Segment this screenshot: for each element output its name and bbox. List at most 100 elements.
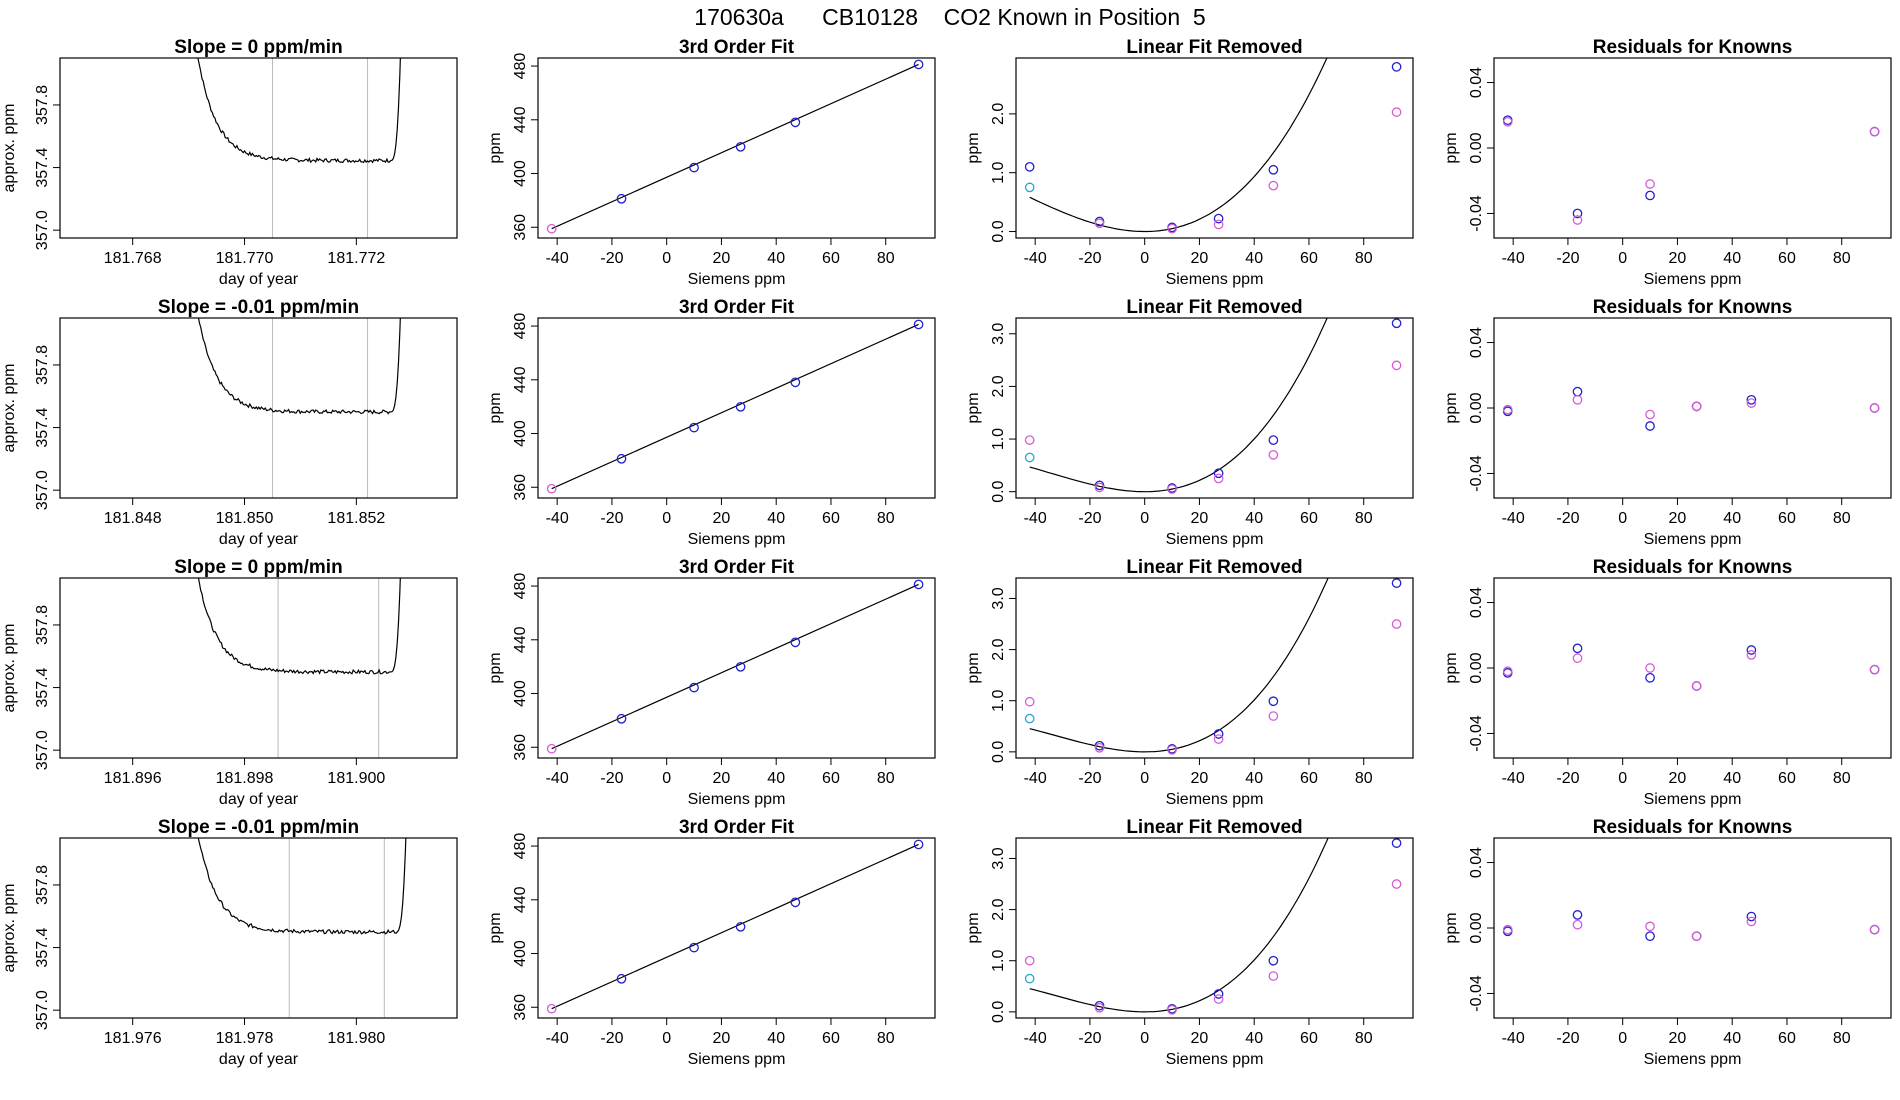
data-point — [689, 682, 699, 693]
y-tick-label: 360 — [512, 214, 529, 241]
y-tick-label: 357.0 — [34, 990, 51, 1030]
x-tick-label: 0 — [1140, 510, 1149, 527]
data-layer — [1024, 318, 1402, 494]
data-layer — [546, 839, 924, 1014]
y-tick-label: 360 — [512, 474, 529, 501]
data-layer — [546, 319, 924, 494]
data-point — [689, 942, 699, 953]
x-axis-label: Siemens ppm — [1644, 1051, 1742, 1068]
data-point — [1094, 742, 1105, 753]
data-point — [1167, 744, 1177, 755]
x-tick-label: -20 — [1556, 1030, 1579, 1047]
x-tick-label: 0 — [662, 1030, 671, 1047]
x-axis-label: Siemens ppm — [1166, 1051, 1264, 1068]
plot-frame — [537, 57, 936, 239]
y-axis-label: ppm — [487, 132, 504, 163]
data-point — [1572, 215, 1583, 225]
plot-frame — [1493, 57, 1892, 239]
data-point — [1024, 973, 1035, 984]
y-tick-label: 357.8 — [34, 865, 51, 905]
x-tick-label: 60 — [1778, 250, 1796, 267]
panel-title: Residuals for Knowns — [1593, 37, 1793, 58]
panel-title: Linear Fit Removed — [1126, 817, 1302, 838]
data-point — [1167, 484, 1177, 494]
x-tick-label: -40 — [546, 770, 569, 787]
y-tick-label: 400 — [512, 940, 529, 967]
data-point — [1746, 394, 1757, 405]
data-point — [1645, 409, 1655, 420]
x-tick-label: 80 — [877, 250, 895, 267]
x-tick-label: 80 — [1833, 250, 1851, 267]
x-tick-label: -40 — [1502, 250, 1525, 267]
panel-title: 3rd Order Fit — [679, 557, 795, 578]
x-tick-label: 181.978 — [216, 1030, 274, 1047]
data-point — [1268, 696, 1279, 707]
x-axis-label: Siemens ppm — [688, 531, 786, 548]
data-point — [1024, 435, 1035, 445]
plot-frame — [537, 317, 936, 499]
x-tick-label: 60 — [1778, 1030, 1796, 1047]
data-point — [1572, 208, 1583, 219]
y-tick-label: 440 — [512, 886, 529, 913]
x-axis-label: day of year — [219, 1051, 299, 1068]
x-axis-label: day of year — [219, 791, 299, 808]
data-point — [1391, 107, 1402, 117]
chart-panel-2-4: Residuals for Knowns Siemens ppm ppm -40 -20… — [1443, 297, 1892, 548]
fit-line — [551, 843, 919, 1010]
x-axis-label: Siemens ppm — [1644, 271, 1742, 288]
panel-title: Linear Fit Removed — [1126, 297, 1302, 318]
y-tick-label: 440 — [512, 626, 529, 653]
data-point — [1645, 672, 1655, 683]
x-tick-label: 181.772 — [327, 250, 385, 267]
data-point — [1213, 989, 1224, 999]
y-axis-label: ppm — [1443, 392, 1460, 423]
data-point — [1094, 482, 1105, 493]
data-point — [1024, 161, 1035, 172]
x-tick-label: 20 — [1191, 510, 1209, 527]
y-tick-label: 357.0 — [34, 210, 51, 250]
x-tick-label: 181.848 — [104, 510, 162, 527]
x-tick-label: -40 — [1024, 1030, 1047, 1047]
x-tick-label: 80 — [1833, 770, 1851, 787]
y-tick-label: 0.00 — [1468, 132, 1485, 163]
x-tick-label: 181.898 — [216, 770, 274, 787]
x-tick-label: -20 — [1078, 250, 1101, 267]
x-tick-label: 80 — [877, 510, 895, 527]
data-layer — [1024, 838, 1402, 1015]
x-tick-label: 0 — [1618, 250, 1627, 267]
y-tick-label: 0.00 — [1468, 652, 1485, 683]
y-tick-label: 357.4 — [34, 927, 51, 967]
x-tick-label: -40 — [1024, 510, 1047, 527]
x-axis-label: Siemens ppm — [1166, 531, 1264, 548]
data-point — [1268, 435, 1279, 445]
x-axis-label: Siemens ppm — [688, 1051, 786, 1068]
y-tick-label: 1.0 — [990, 161, 1007, 183]
data-point — [1645, 190, 1655, 201]
data-point — [616, 973, 627, 984]
y-tick-label: 0.0 — [990, 1001, 1007, 1023]
x-axis-label: day of year — [219, 271, 299, 288]
y-tick-label: -0.04 — [1468, 975, 1485, 1012]
data-point — [1094, 1002, 1105, 1013]
x-tick-label: 20 — [713, 510, 731, 527]
x-tick-label: -40 — [546, 1030, 569, 1047]
x-tick-label: 0 — [662, 250, 671, 267]
x-tick-label: -40 — [1024, 770, 1047, 787]
chart-panel-2-1: Slope = -0.01 ppm/min day of year approx. … — [1, 297, 458, 548]
data-point — [616, 713, 627, 724]
plot-frame — [537, 577, 936, 759]
fit-curve — [1029, 58, 1328, 233]
data-layer — [197, 318, 401, 498]
x-tick-label: 60 — [1300, 770, 1318, 787]
x-tick-label: 80 — [877, 1030, 895, 1047]
data-layer — [197, 838, 407, 1018]
data-point — [689, 422, 699, 433]
data-point — [1213, 473, 1224, 484]
x-tick-label: 40 — [767, 770, 785, 787]
data-layer — [546, 59, 924, 234]
data-point — [1024, 452, 1035, 463]
plot-frame — [1015, 837, 1414, 1019]
x-tick-label: 181.896 — [104, 770, 162, 787]
panel-title: 3rd Order Fit — [679, 817, 795, 838]
data-point — [546, 743, 557, 754]
